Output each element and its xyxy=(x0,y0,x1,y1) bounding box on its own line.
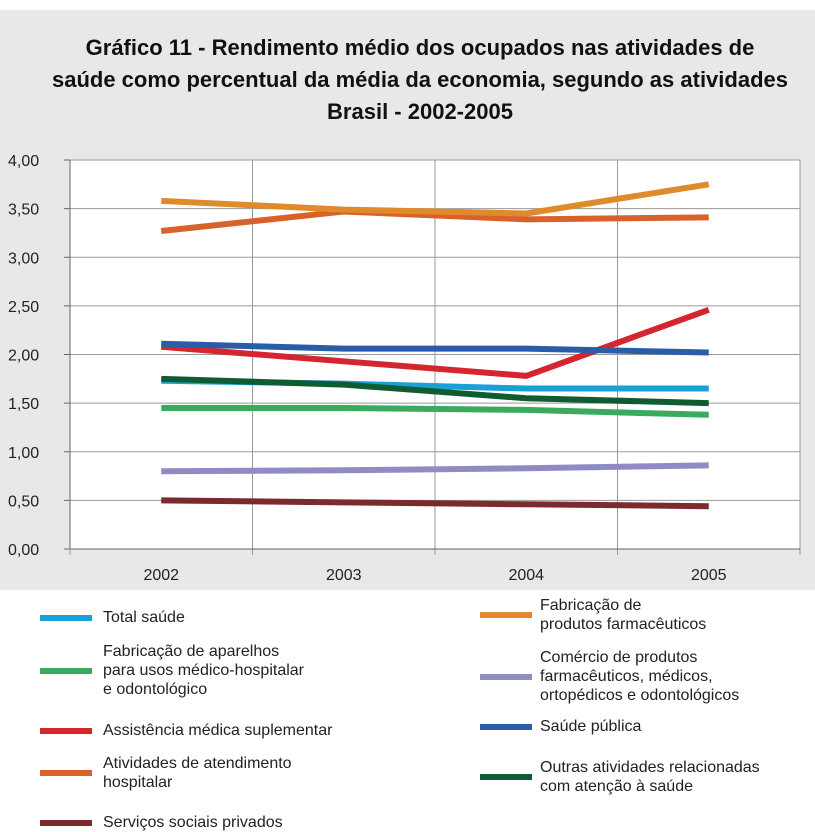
legend-label: Total saúde xyxy=(103,609,185,626)
series-line xyxy=(161,462,709,475)
y-tick-label: 3,00 xyxy=(8,250,39,267)
legend-label: Atividades de atendimento hospitalar xyxy=(103,755,292,791)
chart-title: Gráfico 11 - Rendimento médio dos ocupad… xyxy=(52,35,788,124)
series-line xyxy=(161,375,709,407)
y-tick-label: 1,00 xyxy=(8,445,39,462)
legend-label: Serviços sociais privados xyxy=(103,814,283,831)
x-tick-label: 2005 xyxy=(691,567,727,584)
legend-swatch xyxy=(40,614,92,621)
series-line xyxy=(161,181,710,217)
legend-label: Comércio de produtos farmacêuticos, médi… xyxy=(540,649,740,704)
legend-swatch xyxy=(480,723,532,730)
legend-label: Fabricação de aparelhos para usos médico… xyxy=(103,643,304,698)
y-tick-label: 3,50 xyxy=(8,202,39,219)
series-line xyxy=(160,208,709,234)
y-tick-label: 0,00 xyxy=(8,542,39,559)
x-tick-label: 2003 xyxy=(326,567,362,584)
y-tick-label: 2,50 xyxy=(8,299,39,316)
legend-label: Assistência médica suplementar xyxy=(103,722,333,739)
legend-swatch xyxy=(480,673,532,680)
legend-swatch xyxy=(40,819,92,826)
y-tick-label: 4,00 xyxy=(8,153,39,170)
x-tick-label: 2004 xyxy=(508,567,544,584)
series-line xyxy=(161,497,709,510)
legend-swatch xyxy=(480,774,532,780)
legend-label: Fabricação de produtos farmacêuticos xyxy=(540,597,707,633)
legend-swatch xyxy=(480,612,532,618)
legend-label: Saúde pública xyxy=(540,718,642,735)
legend-swatch xyxy=(40,667,92,674)
legend-swatch xyxy=(40,727,92,734)
y-tick-label: 0,50 xyxy=(8,493,39,510)
series-line xyxy=(161,306,710,379)
chart-title-text: Gráfico 11 - Rendimento médio dos ocupad… xyxy=(52,35,788,124)
legend-swatch xyxy=(40,770,92,776)
legend-label: Outras atividades relacionadas com atenç… xyxy=(540,759,760,795)
series-line xyxy=(161,404,709,418)
series-line xyxy=(161,340,709,356)
y-tick-label: 1,50 xyxy=(8,396,39,413)
x-tick-label: 2002 xyxy=(143,567,179,584)
y-tick-label: 2,00 xyxy=(8,348,39,365)
